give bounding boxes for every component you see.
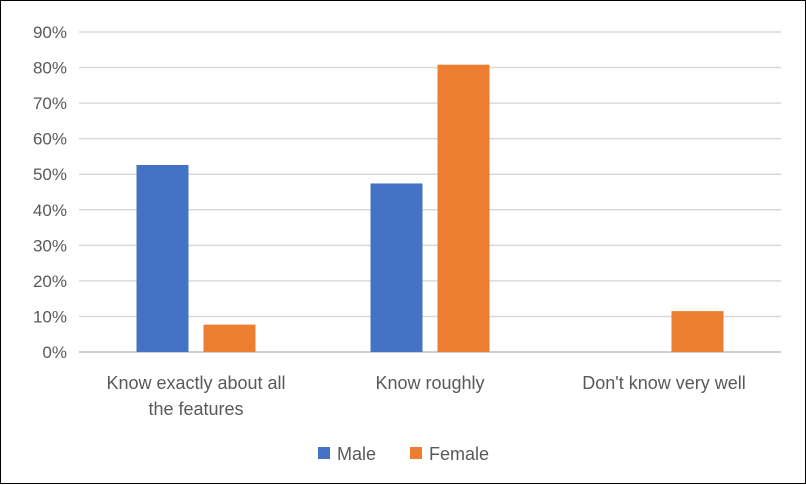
legend-item-male: Male [318,444,376,464]
y-tick-label: 60% [33,130,67,149]
bar-female-0 [203,324,256,352]
y-axis-ticks: 0% 10% 20% 30% 40% 50% 60% 70% 80% 90% [33,23,67,362]
legend: Male Female [318,444,489,464]
bar-female-1 [437,64,490,352]
legend-item-female: Female [410,444,489,464]
legend-swatch [318,447,330,459]
x-category-label: Don't know very well [582,373,746,393]
bar-male-1 [370,183,423,352]
gridlines [79,31,781,353]
y-tick-label: 90% [33,23,67,42]
x-category-label: Know exactly about all the features [106,373,285,419]
y-tick-label: 70% [33,94,67,113]
bar-female-2 [671,311,724,352]
x-axis: Know exactly about all the features Know r… [106,373,745,419]
bars [136,64,724,352]
legend-label: Female [429,444,489,464]
y-tick-label: 80% [33,59,67,78]
bar-male-0 [136,164,189,352]
y-tick-label: 50% [33,165,67,184]
y-tick-label: 0% [42,343,67,362]
legend-swatch [410,447,422,459]
y-tick-label: 20% [33,272,67,291]
y-tick-label: 10% [33,307,67,326]
y-tick-label: 40% [33,201,67,220]
legend-label: Male [337,444,376,464]
y-tick-label: 30% [33,236,67,255]
x-category-label: Know roughly [375,373,484,393]
